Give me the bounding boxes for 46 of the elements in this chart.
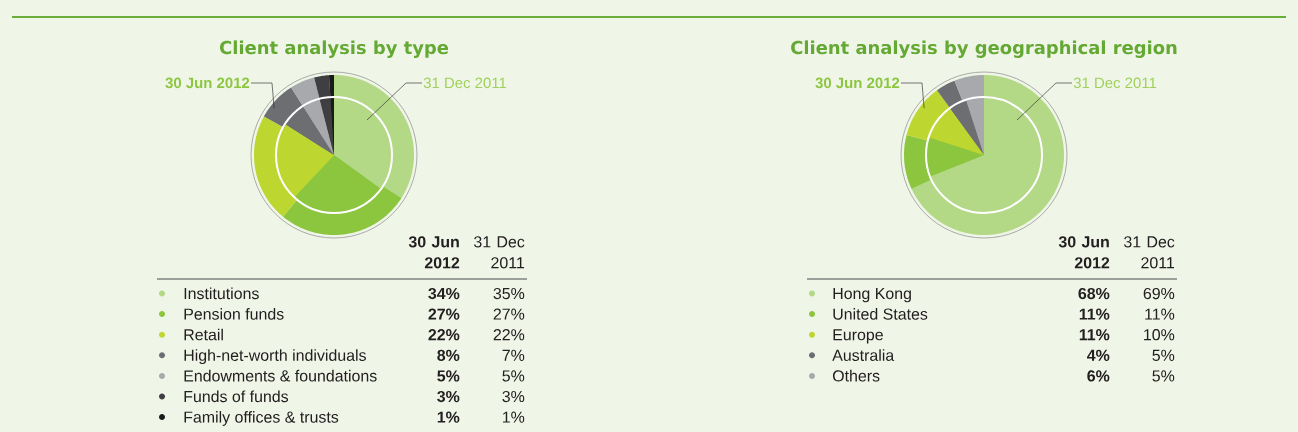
- data-label: 27%: [493, 308, 525, 320]
- legend-label: Endowments & foundations: [184, 369, 377, 382]
- legend-label: Hong Kong: [833, 288, 911, 303]
- data-label: 11%: [1079, 329, 1110, 341]
- slice-label: 30 Jun 2012: [165, 77, 250, 89]
- data-label: 3%: [437, 390, 460, 403]
- legend-label: Europe: [833, 329, 883, 344]
- legend-label: High-net-worth individuals: [184, 349, 366, 365]
- chart-title: Client analysis by geographical region: [791, 40, 1177, 58]
- text: 31 Dec 2011: [474, 236, 525, 269]
- data-label: 4%: [1087, 349, 1110, 361]
- data-label: 11%: [1145, 308, 1175, 320]
- data-label: 5%: [437, 370, 460, 382]
- chart-title: Client analysis by type: [220, 40, 449, 58]
- legend-label: Australia: [832, 349, 895, 361]
- legend-label: Family offices & trusts: [184, 411, 339, 426]
- legend-label: Funds of funds: [184, 390, 289, 403]
- data-label: 3%: [502, 390, 525, 403]
- data-label: 5%: [1152, 370, 1175, 382]
- legend-label: Retail: [184, 328, 223, 341]
- legend-label: Pension funds: [184, 308, 284, 320]
- data-label: 69%: [1143, 287, 1175, 300]
- data-label: 8%: [437, 349, 460, 361]
- data-label: 1%: [502, 411, 525, 423]
- slice-label: 30 Jun 2012: [815, 77, 900, 89]
- data-label: 11%: [1079, 308, 1110, 320]
- text: 31 Dec 2011: [1124, 236, 1175, 269]
- legend-label: Others: [832, 369, 880, 382]
- data-label: 6%: [1087, 370, 1110, 382]
- slice-label: 31 Dec 2011: [1073, 77, 1157, 89]
- data-label: 5%: [502, 370, 525, 382]
- data-label: 7%: [502, 349, 525, 361]
- text: 30 Jun 2012: [1058, 236, 1110, 269]
- data-label: 35%: [493, 287, 525, 300]
- text: 30 Jun 2012: [408, 236, 460, 269]
- data-label: 34%: [428, 287, 460, 300]
- data-label: 1%: [437, 411, 460, 423]
- data-label: 22%: [428, 329, 460, 341]
- data-label: 68%: [1078, 287, 1110, 300]
- legend-label: United States: [833, 308, 928, 320]
- legend-label: Institutions: [184, 287, 259, 300]
- data-label: 22%: [493, 329, 525, 341]
- data-label: 27%: [428, 308, 460, 320]
- slice-label: 31 Dec 2011: [423, 77, 507, 89]
- data-label: 10%: [1144, 329, 1175, 341]
- data-label: 5%: [1152, 349, 1175, 361]
